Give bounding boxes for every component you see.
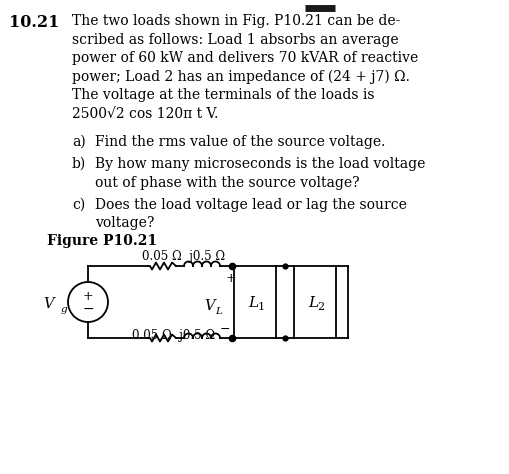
Text: −: − bbox=[220, 322, 230, 336]
Text: Figure P10.21: Figure P10.21 bbox=[47, 234, 157, 248]
Bar bbox=[234, 266, 276, 338]
Text: V: V bbox=[43, 297, 54, 311]
Text: c): c) bbox=[72, 198, 85, 211]
Text: 0.05 Ω  j0.5 Ω: 0.05 Ω j0.5 Ω bbox=[132, 329, 216, 342]
Text: The voltage at the terminals of the loads is: The voltage at the terminals of the load… bbox=[72, 88, 375, 102]
Text: out of phase with the source voltage?: out of phase with the source voltage? bbox=[95, 175, 360, 190]
Text: L: L bbox=[308, 296, 318, 310]
Bar bbox=[294, 266, 336, 338]
Text: g: g bbox=[61, 306, 67, 315]
Text: +: + bbox=[82, 290, 93, 302]
Text: L: L bbox=[216, 307, 222, 316]
Text: 2500√2 cos 120π t V.: 2500√2 cos 120π t V. bbox=[72, 107, 218, 120]
Text: Find the rms value of the source voltage.: Find the rms value of the source voltage… bbox=[95, 135, 385, 149]
Text: The two loads shown in Fig. P10.21 can be de-: The two loads shown in Fig. P10.21 can b… bbox=[72, 14, 401, 28]
Text: 10.21: 10.21 bbox=[9, 14, 60, 31]
Text: −: − bbox=[82, 302, 94, 316]
Text: a): a) bbox=[72, 135, 86, 149]
Text: 1: 1 bbox=[258, 302, 265, 312]
Text: 2: 2 bbox=[318, 302, 325, 312]
Text: 0.05 Ω  j0.5 Ω: 0.05 Ω j0.5 Ω bbox=[143, 250, 225, 263]
Text: power; Load 2 has an impedance of (24 + j7) Ω.: power; Load 2 has an impedance of (24 + … bbox=[72, 70, 410, 84]
Text: scribed as follows: Load 1 absorbs an average: scribed as follows: Load 1 absorbs an av… bbox=[72, 33, 399, 46]
Text: V: V bbox=[205, 299, 215, 313]
Text: voltage?: voltage? bbox=[95, 216, 154, 230]
Text: +: + bbox=[225, 273, 236, 285]
Text: power of 60 kW and delivers 70 kVAR of reactive: power of 60 kW and delivers 70 kVAR of r… bbox=[72, 51, 418, 65]
Text: b): b) bbox=[72, 157, 86, 171]
Text: By how many microseconds is the load voltage: By how many microseconds is the load vol… bbox=[95, 157, 426, 171]
Text: Does the load voltage lead or lag the source: Does the load voltage lead or lag the so… bbox=[95, 198, 407, 211]
Text: L: L bbox=[248, 296, 258, 310]
